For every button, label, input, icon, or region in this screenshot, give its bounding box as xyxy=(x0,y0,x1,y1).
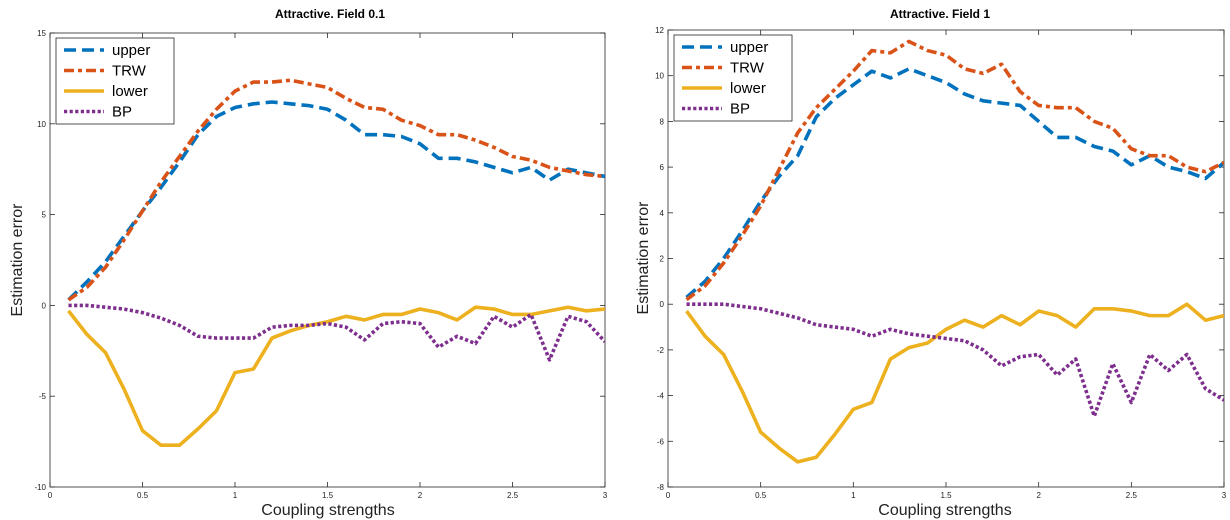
y-tick-label: 0 xyxy=(42,301,47,310)
y-tick-label: -6 xyxy=(657,437,665,446)
x-tick-label: 1.5 xyxy=(322,491,334,500)
y-tick-label: -2 xyxy=(657,346,665,355)
series-line-bp xyxy=(68,303,605,362)
y-tick-label: -4 xyxy=(657,392,665,401)
chart-title: Attractive. Field 0.1 xyxy=(275,7,385,21)
y-tick-label: -8 xyxy=(657,483,665,492)
legend-label-trw: TRW xyxy=(112,63,147,80)
y-tick-label: 6 xyxy=(660,163,665,172)
series-line-upper xyxy=(67,100,605,302)
x-tick-label: 0 xyxy=(666,491,671,500)
x-tick-label: 2 xyxy=(418,491,423,500)
y-tick-label: 4 xyxy=(660,209,665,218)
x-tick-label: 3 xyxy=(1222,491,1227,500)
y-axis-label: Estimation error xyxy=(635,201,652,315)
legend-label-lower: lower xyxy=(112,83,148,100)
x-tick-label: 0.5 xyxy=(137,491,149,500)
x-tick-label: 1 xyxy=(851,491,856,500)
series-line-lower xyxy=(685,302,1224,464)
y-tick-label: -10 xyxy=(34,483,46,492)
legend xyxy=(673,34,793,122)
y-tick-label: -5 xyxy=(39,392,47,401)
series-line-trw xyxy=(67,78,605,302)
legend-label-upper: upper xyxy=(112,42,150,59)
y-tick-label: 2 xyxy=(660,255,665,264)
series-line-bp xyxy=(686,302,1224,418)
x-tick-label: 0 xyxy=(48,491,53,500)
y-tick-label: 0 xyxy=(660,300,665,309)
y-tick-label: 10 xyxy=(655,72,664,81)
x-axis-label: Coupling strengths xyxy=(878,502,1011,519)
series-line-upper xyxy=(685,67,1224,299)
series-line-lower xyxy=(67,305,605,448)
y-tick-label: 10 xyxy=(37,120,46,129)
y-axis-label: Estimation error xyxy=(9,203,26,317)
y-tick-label: 12 xyxy=(655,26,664,35)
x-tick-label: 1 xyxy=(233,491,238,500)
x-tick-label: 2.5 xyxy=(1126,491,1138,500)
x-axis-label: Coupling strengths xyxy=(261,502,394,519)
chart-title: Attractive. Field 1 xyxy=(890,7,990,21)
chart-2: 0 0.5 1 1.5 2 2.5 3 -8 -6 -4 -2 0 2 4 6 8 10 12 upper TRW lo… xyxy=(635,7,1227,519)
x-tick-label: 3 xyxy=(603,491,608,500)
legend-label-upper: upper xyxy=(730,39,768,56)
y-tick-label: 15 xyxy=(37,29,46,38)
x-tick-label: 2 xyxy=(1036,491,1041,500)
legend-label-bp: BP xyxy=(730,101,750,118)
legend-label-trw: TRW xyxy=(730,60,765,77)
y-tick-label: 5 xyxy=(42,211,47,220)
y-tick-label: 8 xyxy=(660,117,665,126)
x-tick-label: 2.5 xyxy=(507,491,519,500)
legend xyxy=(55,37,175,125)
chart-1: 0 0.5 1 1.5 2 2.5 3 -10 -5 0 5 10 15 upper TRW lower BP A… xyxy=(9,7,608,519)
x-tick-label: 1.5 xyxy=(940,491,952,500)
legend-label-bp: BP xyxy=(112,104,132,121)
legend-label-lower: lower xyxy=(730,80,766,97)
series-line-trw xyxy=(685,39,1224,302)
x-tick-label: 0.5 xyxy=(755,491,767,500)
